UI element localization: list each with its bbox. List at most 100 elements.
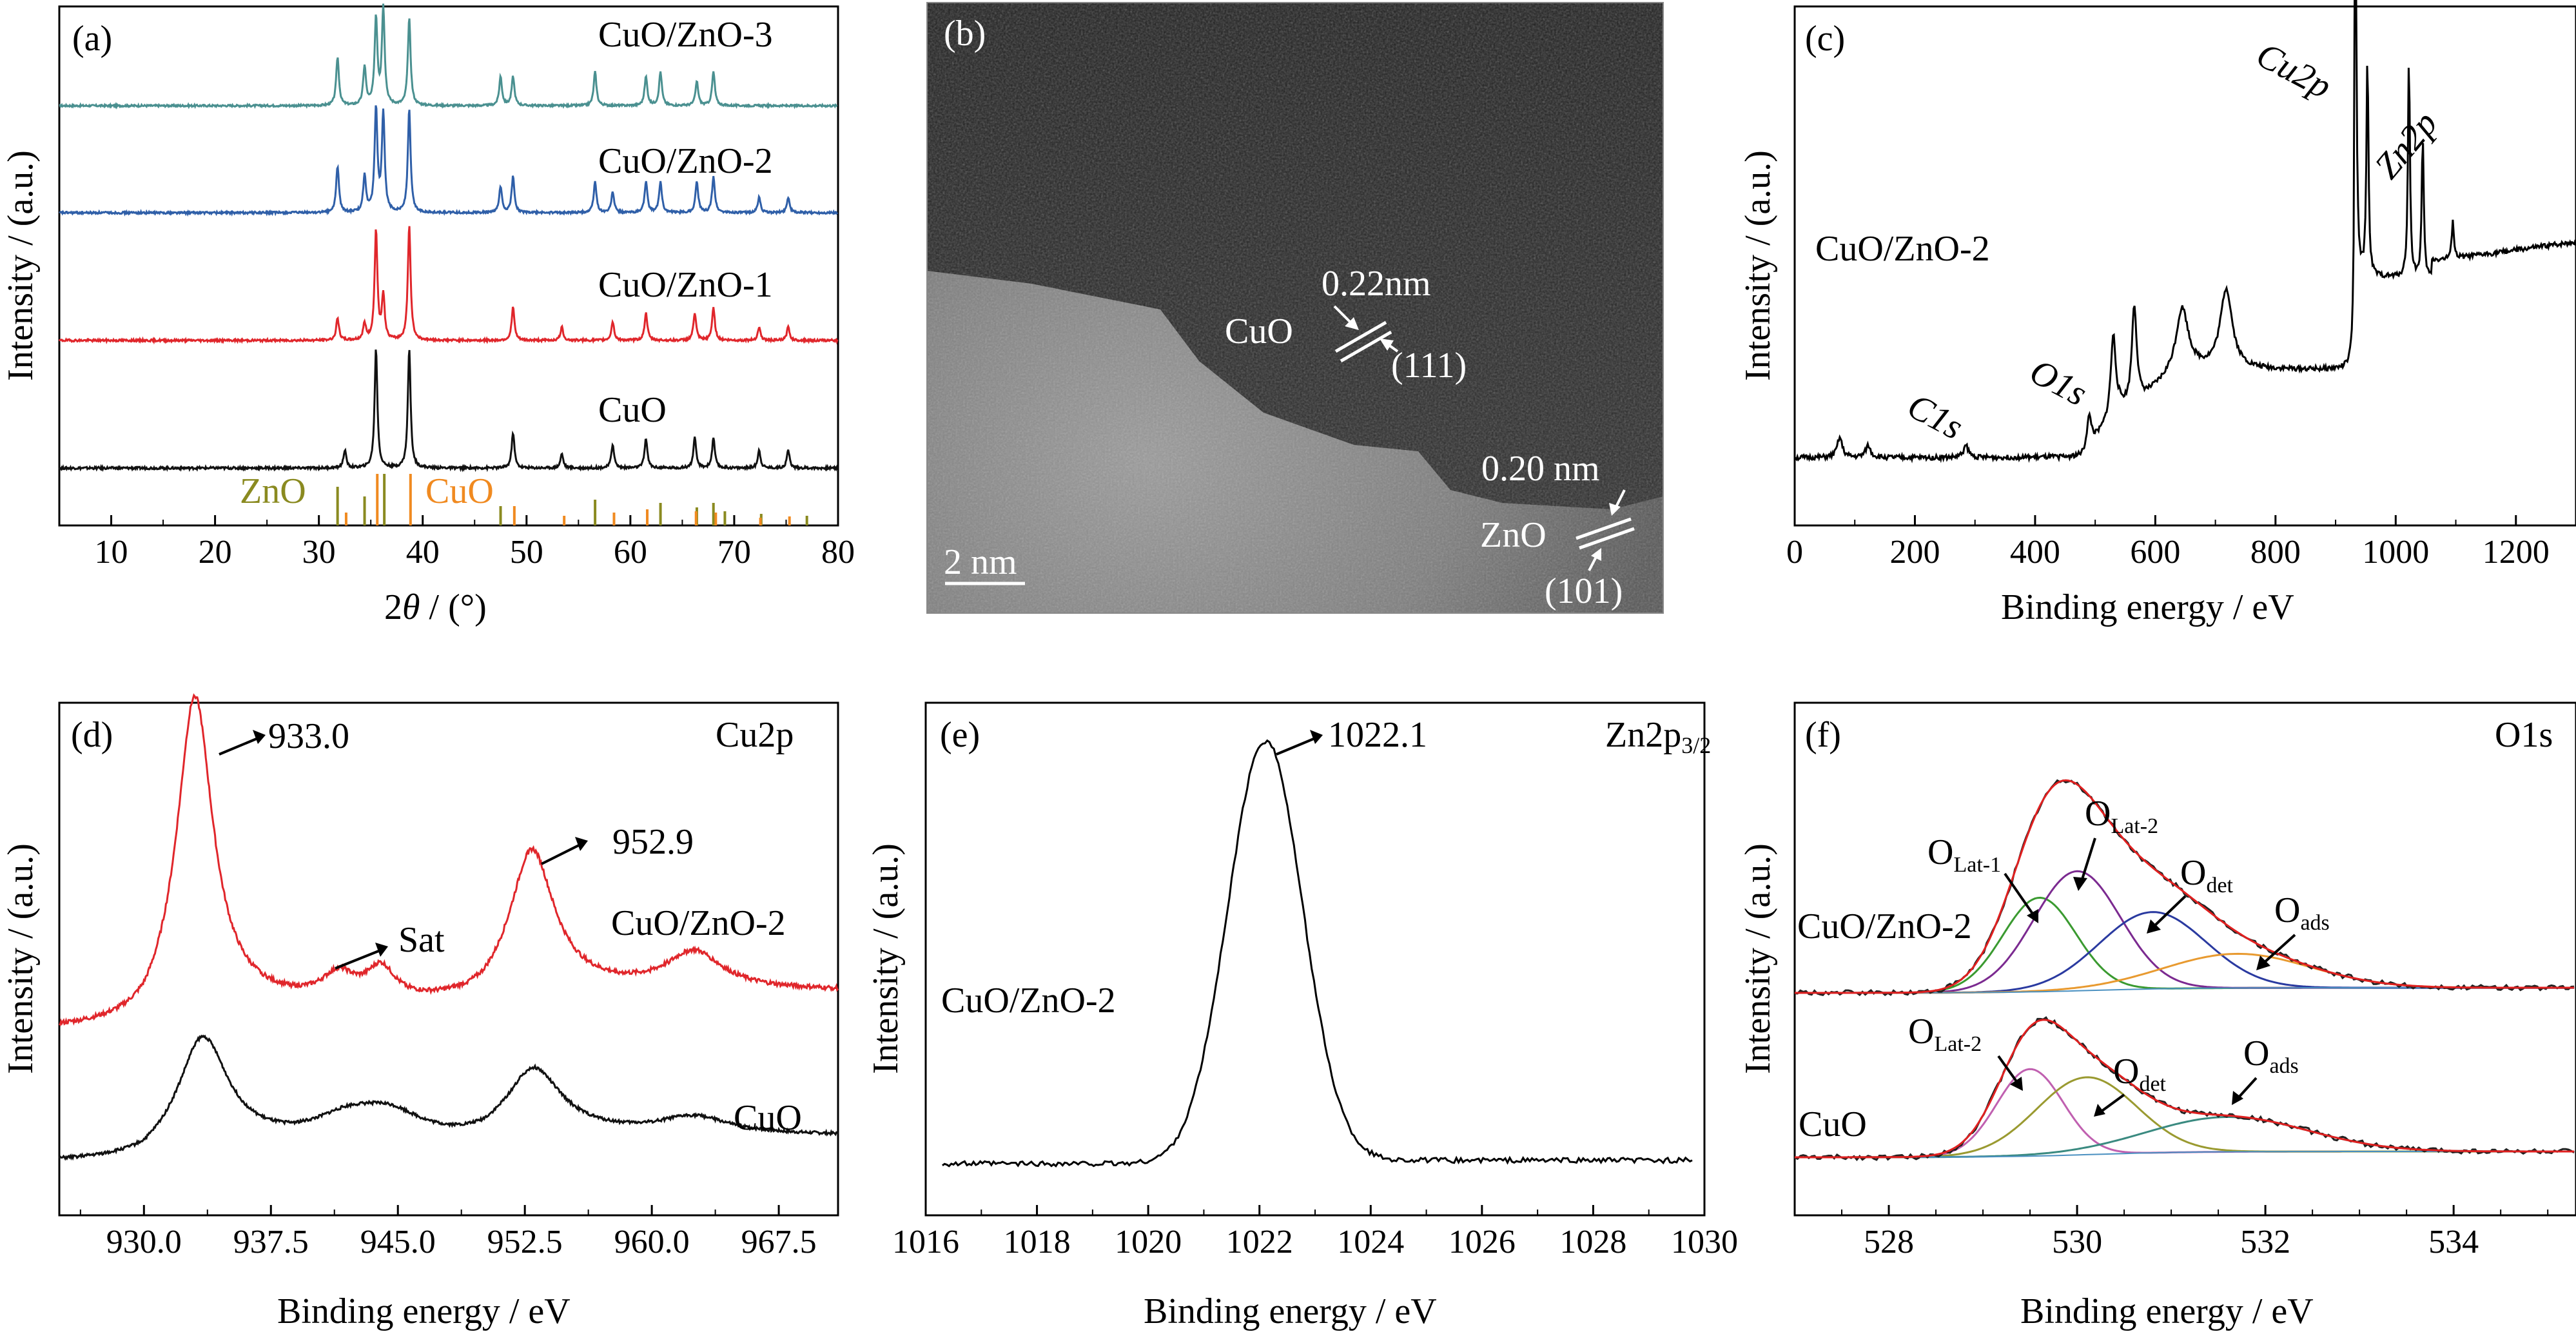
xps-zn2p-line xyxy=(942,739,1693,1168)
panel-e-label: (e) xyxy=(940,715,980,755)
x-tick-label: 1024 xyxy=(1337,1224,1404,1260)
comp-label-lat1: OLat-1 xyxy=(1927,832,2001,877)
series-label-cuo-zno-2-d: CuO/ZnO-2 xyxy=(611,903,786,943)
arrow-icon xyxy=(2147,919,2161,934)
x-tick-label: 600 xyxy=(2130,534,2180,571)
comp-label-det-cuo: Odet xyxy=(2113,1052,2167,1096)
panel-f-label: (f) xyxy=(1805,715,1841,755)
ref-label-zno: ZnO xyxy=(240,471,306,511)
x-tick-label: 930.0 xyxy=(106,1224,182,1260)
panel-a-ylabel: Intensity / (a.u.) xyxy=(1,150,41,381)
x-tick-label: 534 xyxy=(2428,1224,2479,1260)
cuo-d-spacing: 0.22nm xyxy=(1322,264,1431,304)
x-tick-label: 0 xyxy=(1786,534,1803,571)
panel-e-xlabel: Binding energy / eV xyxy=(1144,1291,1437,1331)
x-tick-label: 1020 xyxy=(1115,1224,1182,1260)
series-label-cuo-d: CuO xyxy=(734,1098,802,1138)
panel-e-frame xyxy=(924,701,1706,1217)
panel-f-xlabel: Binding energy / eV xyxy=(2020,1291,2314,1331)
series-label-cuo-f: CuO xyxy=(1799,1104,1867,1144)
x-tick-label: 1026 xyxy=(1449,1224,1516,1260)
series-label-cuo-zno-1: CuO/ZnO-1 xyxy=(598,265,773,305)
zno-d-spacing: 0.20 nm xyxy=(1481,449,1600,489)
x-tick-label: 70 xyxy=(717,534,751,571)
comp-label-lat2: OLat-2 xyxy=(2085,794,2158,838)
xrd-pattern-series-1 xyxy=(59,105,839,217)
cuo-plane: (111) xyxy=(1391,346,1467,386)
x-tick-label: 530 xyxy=(2052,1224,2102,1260)
series-label-cuo-zno-2-f: CuO/ZnO-2 xyxy=(1797,906,1972,946)
peak-label-o1s: O1s xyxy=(2024,351,2094,414)
arrow-icon xyxy=(375,943,388,957)
arrow-icon xyxy=(2073,877,2087,891)
panel-a-xticks: 10 20 30 40 50 60 70 80 xyxy=(59,515,855,571)
x-tick-label: 1018 xyxy=(1004,1224,1071,1260)
arrow-icon xyxy=(2232,1091,2243,1105)
comp-label-lat2-cuo: OLat-2 xyxy=(1908,1012,1982,1056)
panel-c-sample: CuO/ZnO-2 xyxy=(1815,229,1990,269)
panel-e-xticks: 1016 1018 1020 1022 1024 1026 1028 1030 xyxy=(892,1205,1738,1260)
ref-label-cuo: CuO xyxy=(425,471,494,511)
panel-d-xticks: 930.0 937.5 945.0 952.5 960.0 967.5 xyxy=(79,1205,817,1260)
panel-b: (b) 0.22nm CuO (111) 0.20 nm ZnO (101) 2… xyxy=(926,2,1664,614)
panel-e-plot xyxy=(942,739,1693,1168)
zno-phase-label: ZnO xyxy=(1480,515,1547,555)
x-tick-label: 40 xyxy=(406,534,440,571)
x-tick-label: 60 xyxy=(614,534,647,571)
annotation-933: 933.0 xyxy=(268,716,349,756)
xps-cu2p-series-0 xyxy=(58,693,839,1026)
panel-a-label: (a) xyxy=(72,19,112,59)
arrow-icon xyxy=(1345,317,1359,330)
x-tick-label: 1200 xyxy=(2483,534,2550,571)
panel-a-xlabel: 2θ / (°) xyxy=(384,587,487,627)
panel-f-frame xyxy=(1793,701,2576,1217)
peak-label-cu2p: Cu2p xyxy=(2250,35,2337,107)
x-tick-label: 952.5 xyxy=(487,1224,563,1260)
x-tick-label: 30 xyxy=(302,534,336,571)
x-tick-label: 200 xyxy=(1889,534,1940,571)
panel-c-xticks: 0 200 400 600 800 1000 1200 xyxy=(1786,515,2576,571)
arrow-icon xyxy=(1609,503,1621,516)
panel-f-region: O1s xyxy=(2495,715,2553,755)
panel-e-sample: CuO/ZnO-2 xyxy=(941,981,1116,1021)
panel-f-xticks: 528 530 532 534 xyxy=(1794,1205,2549,1260)
panel-d: 930.0 937.5 945.0 952.5 960.0 967.5 (d) Cu2p … xyxy=(1,693,839,1331)
x-tick-label: 967.5 xyxy=(741,1224,817,1260)
x-tick-label: 945.0 xyxy=(360,1224,436,1260)
o1s-envelope-fit xyxy=(1795,1019,2575,1159)
lattice-fringe-mark xyxy=(1576,517,1632,540)
x-tick-label: 50 xyxy=(510,534,543,571)
panel-d-label: (d) xyxy=(71,715,113,755)
comp-label-det: Odet xyxy=(2180,853,2234,897)
arrow-icon xyxy=(2010,1077,2023,1091)
x-tick-label: 400 xyxy=(2010,534,2060,571)
arrow-icon xyxy=(2027,909,2038,923)
x-tick-label: 937.5 xyxy=(233,1224,309,1260)
comp-label-ads-cuo: Oads xyxy=(2243,1033,2299,1078)
panel-d-frame xyxy=(58,701,839,1217)
series-label-cuo-zno-2: CuO/ZnO-2 xyxy=(598,141,773,181)
panel-c: 0 200 400 600 800 1000 1200 (c) CuO/ZnO-2 C1s … xyxy=(1738,0,2576,627)
panel-c-xlabel: Binding energy / eV xyxy=(2001,587,2294,627)
panel-d-plot xyxy=(58,693,839,1161)
x-tick-label: 528 xyxy=(1864,1224,1914,1260)
annotation-sat: Sat xyxy=(398,920,445,960)
panel-f: 528 530 532 534 (f) O1s CuO/ZnO-2 CuO OLat-… xyxy=(1738,701,2576,1331)
peak-label-c1s: C1s xyxy=(1901,386,1969,448)
arrow-icon xyxy=(1591,548,1601,561)
arrow-icon xyxy=(1310,730,1323,744)
series-label-cuo: CuO xyxy=(598,390,667,430)
annotation-1022: 1022.1 xyxy=(1328,715,1427,755)
panel-c-ylabel: Intensity / (a.u.) xyxy=(1738,150,1778,381)
panel-a: 10 20 30 40 50 60 70 80 (a) CuO/ZnO-3 CuO/ZnO-2… xyxy=(1,3,855,627)
arrow-icon xyxy=(2256,955,2270,970)
xps-cu2p-series-1 xyxy=(58,1034,839,1161)
panel-a-frame xyxy=(58,5,839,527)
x-tick-label: 1016 xyxy=(892,1224,959,1260)
panel-c-label: (c) xyxy=(1805,19,1845,59)
panel-b-label: (b) xyxy=(944,14,986,54)
x-tick-label: 1028 xyxy=(1559,1224,1626,1260)
arrow-icon xyxy=(575,837,588,851)
o1s-component-det xyxy=(1795,1076,2575,1159)
